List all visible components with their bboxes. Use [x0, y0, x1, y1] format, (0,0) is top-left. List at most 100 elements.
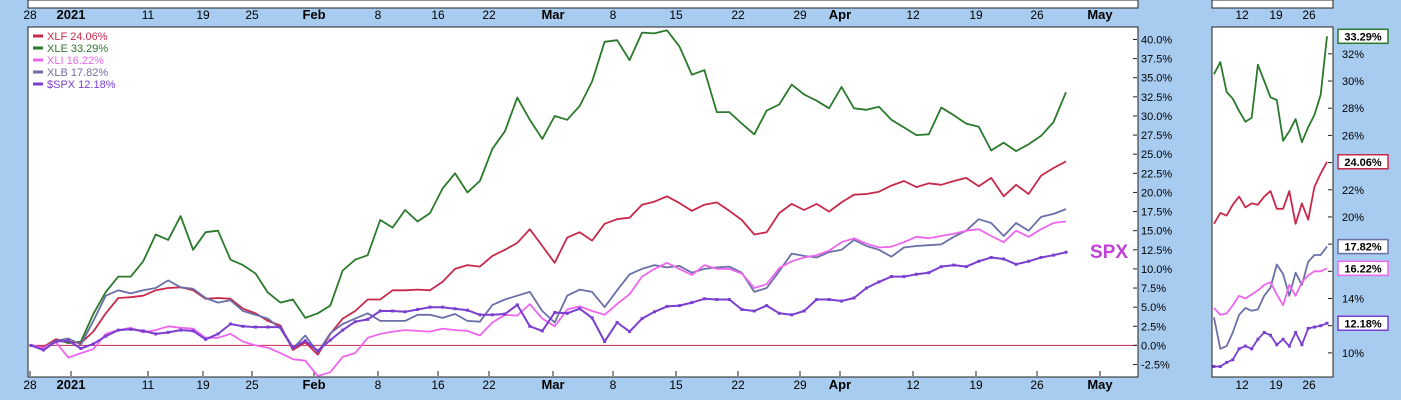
x-tick-label-top: Mar	[541, 7, 564, 22]
y-tick-label: 12.5%	[1141, 245, 1172, 257]
spx-point	[752, 309, 756, 313]
x-tick-label-top: 19	[196, 8, 210, 22]
x-tick-label-top: 29	[793, 8, 807, 22]
x-tick-label-bottom: 25	[245, 378, 259, 392]
spx-point	[79, 346, 83, 350]
spx-point	[441, 305, 445, 309]
inset-x-tick-label-bottom: 26	[1302, 378, 1316, 392]
x-tick-label-bottom: 26	[1030, 378, 1044, 392]
value-badge-label: 12.18%	[1344, 318, 1382, 330]
inset-x-tick-label-bottom: 19	[1269, 378, 1283, 392]
spx-point	[515, 303, 519, 307]
spx-point	[1052, 253, 1056, 257]
value-badge-label: 24.06%	[1344, 157, 1382, 169]
spx-point	[802, 309, 806, 313]
x-tick-label-bottom: Mar	[541, 377, 564, 392]
y-tick-label: 2.5%	[1141, 321, 1166, 333]
y-tick-label: 7.5%	[1141, 283, 1166, 295]
spx-point	[54, 340, 58, 344]
main-gridlines	[29, 371, 1101, 376]
spx-point	[104, 334, 108, 338]
spx-point	[1002, 257, 1006, 261]
inset-x-axis: 12 12 19 19 26 26	[1235, 8, 1316, 392]
value-badge-label: 17.82%	[1344, 242, 1382, 254]
x-tick-label-top: 25	[245, 8, 259, 22]
inset-spx-point	[1243, 344, 1247, 348]
inset-spx-point	[1281, 337, 1285, 341]
spx-point	[229, 322, 233, 326]
spx-point	[578, 307, 582, 311]
value-badge	[1337, 238, 1389, 255]
spx-point	[241, 324, 245, 328]
inset-top-axis-strip	[1211, 0, 1334, 9]
spx-point	[266, 325, 270, 329]
inset-series-line	[1213, 36, 1328, 144]
y-tick-label: 10.0%	[1141, 264, 1172, 276]
series-line-xlb	[30, 208, 1067, 354]
spx-point	[715, 298, 719, 302]
x-tick-label-bottom: Apr	[829, 377, 851, 392]
series-line-spx	[30, 251, 1067, 352]
spx-point	[590, 316, 594, 320]
main-plot-area	[27, 26, 1139, 378]
inset-y-tick-label: 10%	[1342, 348, 1364, 360]
spx-point	[640, 317, 644, 321]
legend-entry: XLI 16.22%	[47, 55, 104, 67]
y-tick-label: 32.5%	[1141, 92, 1172, 104]
y-tick-label: 27.5%	[1141, 130, 1172, 142]
inset-spx-point	[1212, 364, 1216, 368]
inset-y-tick-label: 28%	[1342, 103, 1364, 115]
spx-point	[341, 328, 345, 332]
inset-spx-point	[1312, 325, 1316, 329]
inset-spx-point	[1275, 343, 1279, 347]
spx-point	[478, 313, 482, 317]
spx-point	[253, 325, 257, 329]
x-tick-label-bottom: 28	[23, 378, 37, 392]
spx-point	[216, 332, 220, 336]
spx-point	[889, 275, 893, 279]
inset-spx-point	[1306, 326, 1310, 330]
inset-spx-point	[1218, 364, 1222, 368]
x-tick-label-bottom: 19	[969, 378, 983, 392]
x-tick-label-bottom: 29	[793, 378, 807, 392]
spx-point	[740, 307, 744, 311]
spx-annotation: SPX	[1090, 242, 1128, 263]
legend-entry: XLE 33.29%	[47, 43, 108, 55]
series-line-xle	[30, 29, 1067, 349]
inset-y-tick-label: 30%	[1342, 76, 1364, 88]
x-tick-label-bottom: 11	[142, 378, 155, 392]
spx-point	[328, 338, 332, 342]
inset-spx-point	[1300, 343, 1304, 347]
spx-point	[765, 304, 769, 308]
y-tick-label: 35.0%	[1141, 73, 1172, 85]
spx-point	[902, 275, 906, 279]
spx-point	[166, 330, 170, 334]
inset-spx-point	[1287, 344, 1291, 348]
x-tick-label-bottom: 16	[431, 378, 445, 392]
x-tick-label-bottom: 15	[669, 378, 683, 392]
spx-point	[528, 324, 532, 328]
inset-y-tick-label: 14%	[1342, 294, 1364, 306]
inset-x-tick-label-top: 19	[1269, 8, 1283, 22]
spx-point	[540, 329, 544, 333]
spx-point	[503, 312, 507, 316]
x-tick-label-top: 2021	[57, 7, 86, 22]
inset-spx-point	[1237, 347, 1241, 351]
spx-point	[553, 311, 557, 315]
spx-point	[403, 310, 407, 314]
x-tick-label-top: 12	[906, 8, 920, 22]
inset-spx-point	[1325, 321, 1329, 325]
x-tick-label-top: 26	[1030, 8, 1044, 22]
x-tick-label-bottom: May	[1087, 377, 1113, 392]
x-tick-label-bottom: 12	[906, 378, 920, 392]
y-tick-label: 15.0%	[1141, 226, 1172, 238]
x-tick-label-top: 28	[23, 8, 37, 22]
x-tick-label-top: 22	[731, 8, 745, 22]
spx-point	[191, 329, 195, 333]
x-tick-label-top: 22	[482, 8, 496, 22]
y-tick-label: 22.5%	[1141, 168, 1172, 180]
y-tick-label: 0.0%	[1141, 340, 1166, 352]
spx-point	[964, 265, 968, 269]
x-tick-label-top: 8	[610, 8, 617, 22]
